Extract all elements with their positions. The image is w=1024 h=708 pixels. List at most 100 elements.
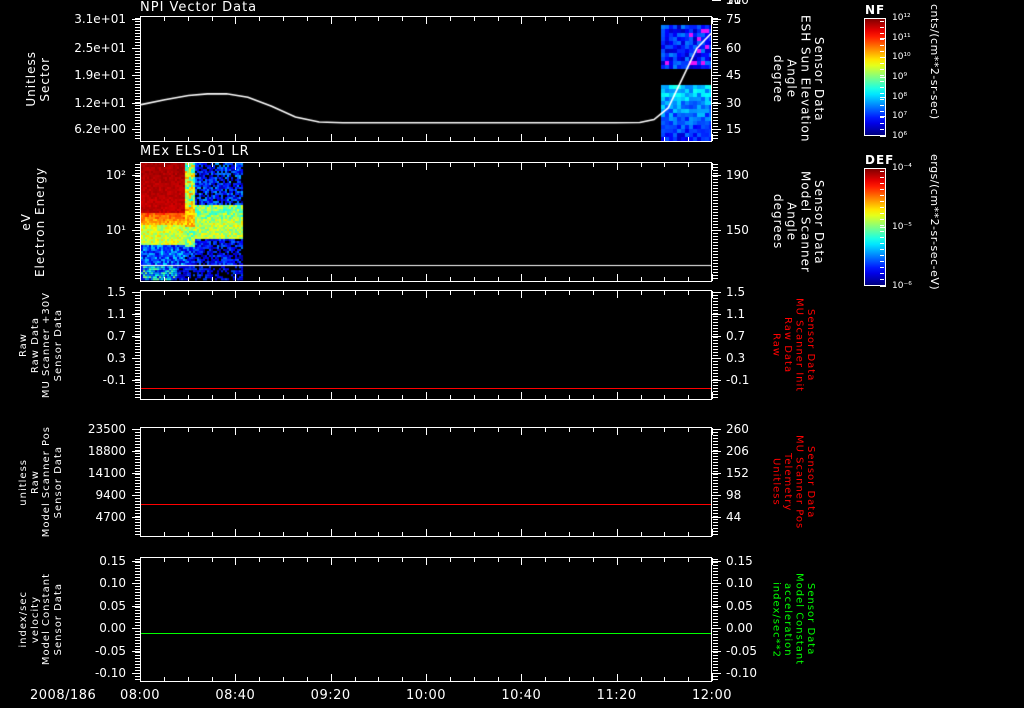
xtick (664, 677, 665, 681)
xtick (188, 163, 189, 167)
tick-minor (135, 637, 140, 638)
tick-major (712, 651, 721, 652)
ytick-left-panel-npi: 1.2e+01 (74, 95, 126, 110)
ytick-right-panel-model-constant-velocity: 0.15 (726, 553, 753, 568)
tick-minor (713, 331, 718, 332)
panel-npi-title: NPI Vector Data (140, 0, 258, 15)
tick-minor (135, 592, 140, 593)
tick-minor (135, 498, 140, 499)
tick-minor (713, 343, 718, 344)
tick-minor (135, 36, 140, 37)
tick-minor (713, 108, 718, 109)
tick-minor (713, 269, 718, 270)
tick-minor (713, 498, 718, 499)
axis-label-line: Angle (784, 202, 799, 242)
tick-minor (713, 376, 718, 377)
tick-minor (135, 209, 140, 210)
tick-minor (713, 637, 718, 638)
tick-minor (713, 114, 718, 115)
tick-minor (713, 441, 718, 442)
xtick (545, 137, 546, 141)
tick-minor (713, 334, 718, 335)
axis-label-line: MU Scanner Pos (793, 434, 805, 530)
axis-label-line: Angle (784, 59, 799, 99)
tick-minor (135, 21, 140, 22)
tick-minor (713, 275, 718, 276)
ytick-left-panel-npi: 2.5e+01 (74, 40, 126, 55)
xtick (140, 529, 141, 536)
tick-minor (135, 429, 140, 430)
xtick (307, 677, 308, 681)
xtick (212, 163, 213, 167)
axis-label-line: Sensor Data (812, 179, 827, 265)
tick-minor (713, 628, 718, 629)
xtick (426, 17, 427, 24)
tick-minor (713, 93, 718, 94)
ytick-right-panel-model-scanner-pos: 98 (726, 488, 742, 503)
xtick (545, 558, 546, 562)
tick-minor (713, 337, 718, 338)
tick-minor (135, 489, 140, 490)
xtick (664, 532, 665, 536)
tick-minor (135, 376, 140, 377)
tick-minor (135, 236, 140, 237)
mu-scanner-pos-telemetry-trace (141, 504, 711, 505)
colorbar-tick-mark (880, 136, 886, 137)
tick-minor (135, 245, 140, 246)
axis-label-line: Sensor Data (812, 36, 827, 122)
xtick (188, 277, 189, 281)
tick-minor (135, 394, 140, 395)
xtick (450, 291, 451, 295)
tick-minor (713, 194, 718, 195)
colorbar-minor-tick (880, 201, 884, 202)
ytick-right-panel-els: 30 (726, 0, 742, 7)
xtick (712, 17, 713, 24)
xtick (307, 395, 308, 399)
xtick (259, 677, 260, 681)
ytick-right-panel-npi: 75 (726, 11, 742, 26)
tick-minor (713, 474, 718, 475)
colorbar-tick-mark (880, 18, 886, 19)
ytick-left-panel-model-scanner-pos: 9400 (95, 488, 126, 503)
colorbar-minor-tick (880, 183, 884, 184)
ytick-left-panel-els: 10¹ (105, 223, 126, 238)
tick-minor (713, 667, 718, 668)
xtick (474, 137, 475, 141)
xtick (212, 428, 213, 432)
tick-minor (135, 616, 140, 617)
tick-major (132, 606, 141, 607)
tick-minor (713, 87, 718, 88)
tick-minor (713, 595, 718, 596)
axis-label-line: Raw Data (29, 316, 41, 374)
xtick (498, 532, 499, 536)
tick-minor (713, 453, 718, 454)
tick-minor (135, 251, 140, 252)
tick-minor (135, 42, 140, 43)
npi-elevation-trace (141, 17, 711, 141)
axis-label-right-panel-els: degrees Angle Model Scanner Sensor Data (770, 162, 866, 282)
colorbar-tick-mark (880, 57, 886, 58)
tick-minor (135, 185, 140, 186)
xtick (259, 17, 260, 21)
tick-minor (135, 634, 140, 635)
xtick (474, 558, 475, 562)
colorbar-unit-def: ergs/(cm**2-sr-sec-eV) (928, 154, 941, 291)
xtick (593, 428, 594, 432)
tick-major (132, 651, 141, 652)
xtick (641, 677, 642, 681)
tick-minor (135, 658, 140, 659)
tick-minor (713, 42, 718, 43)
tick-minor (713, 640, 718, 641)
tick-minor (135, 477, 140, 478)
xtick (474, 291, 475, 295)
tick-minor (135, 167, 140, 168)
tick-minor (713, 179, 718, 180)
tick-minor (135, 242, 140, 243)
axis-label-line: velocity (29, 595, 41, 644)
tick-minor (713, 429, 718, 430)
tick-minor (713, 132, 718, 133)
tick-minor (713, 379, 718, 380)
tick-minor (713, 432, 718, 433)
axis-label-line: Raw (770, 332, 782, 358)
xtick (331, 674, 332, 681)
